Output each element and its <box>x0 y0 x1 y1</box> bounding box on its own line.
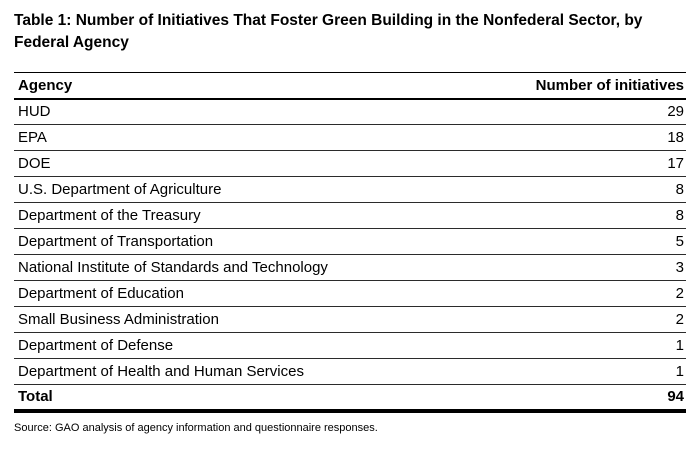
count-cell: 17 <box>465 150 686 177</box>
table-row: Small Business Administration 2 <box>14 306 686 333</box>
agency-cell: DOE <box>14 150 466 177</box>
agency-table-body: HUD 29 EPA 18 DOE 17 U.S. Department of Agricu… <box>14 98 686 385</box>
table-footer: Total 94 <box>14 384 686 413</box>
count-cell: 2 <box>465 280 686 307</box>
count-cell: 1 <box>465 332 686 359</box>
header-row: Agency Number of initiatives <box>14 72 686 100</box>
agency-cell: National Institute of Standards and Tech… <box>14 254 466 281</box>
column-header-agency: Agency <box>14 72 466 100</box>
table-row: U.S. Department of Agriculture 8 <box>14 176 686 203</box>
column-header-number-of-initiatives: Number of initiatives <box>465 72 686 100</box>
count-cell: 8 <box>465 176 686 203</box>
count-cell: 1 <box>465 358 686 385</box>
table-row: Department of Education 2 <box>14 280 686 307</box>
count-cell: 29 <box>465 98 686 125</box>
table-row: DOE 17 <box>14 150 686 177</box>
table-row: National Institute of Standards and Tech… <box>14 254 686 281</box>
count-cell: 18 <box>465 124 686 151</box>
agency-initiatives-table: Agency Number of initiatives HUD 29 EPA 18 D… <box>14 72 686 413</box>
agency-cell: EPA <box>14 124 466 151</box>
agency-cell: Department of Health and Human Services <box>14 358 466 385</box>
count-cell: 8 <box>465 202 686 229</box>
agency-cell: U.S. Department of Agriculture <box>14 176 466 203</box>
table-title: Table 1: Number of Initiatives That Fost… <box>14 12 643 51</box>
total-label: Total <box>14 384 466 413</box>
agency-cell: Small Business Administration <box>14 306 466 333</box>
count-cell: 3 <box>465 254 686 281</box>
agency-cell: Department of the Treasury <box>14 202 466 229</box>
agency-cell: Department of Education <box>14 280 466 307</box>
table-row: HUD 29 <box>14 98 686 125</box>
table-row: EPA 18 <box>14 124 686 151</box>
source-note: Source: GAO analysis of agency informati… <box>14 421 378 434</box>
table-row: Department of Transportation 5 <box>14 228 686 255</box>
table-row: Department of Health and Human Services 1 <box>14 358 686 385</box>
table-header: Agency Number of initiatives <box>14 72 686 100</box>
count-cell: 5 <box>465 228 686 255</box>
agency-cell: Department of Defense <box>14 332 466 359</box>
total-count: 94 <box>465 384 686 413</box>
count-cell: 2 <box>465 306 686 333</box>
document-page: Table 1: Number of Initiatives That Fost… <box>0 10 700 470</box>
agency-cell: HUD <box>14 98 466 125</box>
total-row: Total 94 <box>14 384 686 413</box>
table-row: Department of the Treasury 8 <box>14 202 686 229</box>
agency-cell: Department of Transportation <box>14 228 466 255</box>
table-row: Department of Defense 1 <box>14 332 686 359</box>
